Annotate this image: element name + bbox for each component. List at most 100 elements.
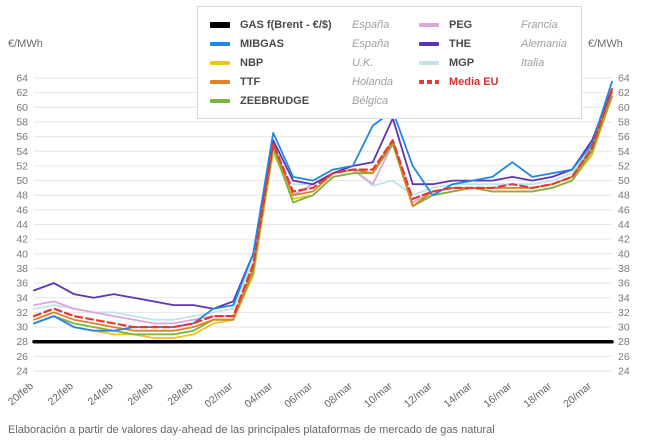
legend-label: ZEEBRUDGE (240, 94, 310, 107)
legend-label: MIBGAS (240, 37, 284, 50)
legend-swatch-media-eu (418, 79, 439, 84)
y-tick-label-right: 24 (618, 366, 630, 378)
y-tick-label-left: 42 (16, 234, 28, 246)
legend-item-the: THE Alemania (418, 34, 567, 53)
y-tick-label-right: 40 (618, 248, 630, 260)
legend-region: Italia (520, 56, 545, 69)
series-line-mgp (33, 91, 613, 321)
x-tick-label: 20/mar (561, 380, 594, 411)
y-tick-label-right: 32 (618, 307, 630, 319)
legend-label: PEG (448, 18, 473, 31)
legend-region: España (352, 18, 390, 31)
x-tick-label: 16/mar (482, 380, 515, 411)
legend-label: TTF (240, 75, 261, 88)
y-tick-label-right: 46 (618, 204, 630, 216)
x-tick-label: 28/feb (165, 380, 195, 408)
y-tick-label-right: 36 (618, 278, 630, 290)
x-tick-label: 18/mar (521, 380, 554, 411)
series-line-nbp (33, 95, 613, 339)
y-tick-label-right: 56 (618, 131, 630, 143)
legend-swatch-zeebrudge (210, 98, 230, 103)
y-tick-label-left: 34 (16, 292, 28, 304)
legend-swatch-mgp (418, 60, 439, 65)
legend-swatch-peg (418, 22, 439, 27)
x-tick-label: 22/feb (46, 380, 76, 408)
legend-region: Holanda (352, 75, 393, 88)
y-tick-label-left: 50 (16, 175, 28, 187)
y-tick-label-left: 64 (16, 73, 28, 85)
legend-swatch-gas-brent (210, 21, 230, 28)
y-tick-label-right: 30 (618, 322, 630, 334)
legend-item-mibgas: MIBGAS España (210, 34, 393, 53)
x-tick-label: 04/mar (242, 380, 275, 411)
legend-region: U.K. (352, 56, 374, 69)
y-tick-label-left: 58 (16, 116, 28, 128)
y-tick-label-left: 40 (16, 248, 28, 260)
series-line-ttf (33, 91, 613, 332)
y-tick-label-left: 44 (16, 219, 28, 231)
y-tick-label-left: 38 (16, 263, 28, 275)
legend-swatch-ttf (210, 79, 230, 84)
x-tick-label: 06/mar (282, 380, 315, 411)
y-axis-unit-right: €/MWh (588, 38, 623, 50)
legend-swatch-mibgas (210, 41, 230, 46)
series-line-the (33, 88, 613, 310)
y-tick-label-left: 36 (16, 278, 28, 290)
y-tick-label-right: 42 (618, 234, 630, 246)
legend-region: Alemania (520, 37, 567, 50)
y-tick-label-right: 34 (618, 292, 630, 304)
y-tick-label-right: 58 (618, 116, 630, 128)
legend-item-zeebrudge: ZEEBRUDGE Bélgica (210, 91, 393, 110)
y-axis-unit-left: €/MWh (8, 38, 43, 50)
series-line-media-eu (32, 87, 614, 329)
series-line-zeebrudge (33, 95, 613, 336)
legend-item-mgp: MGP Italia (418, 53, 567, 72)
y-tick-label-right: 28 (618, 336, 630, 348)
y-tick-label-left: 28 (16, 336, 28, 348)
y-tick-label-left: 30 (16, 322, 28, 334)
y-tick-label-left: 26 (16, 351, 28, 363)
legend-label: NBP (240, 56, 264, 69)
legend-item-gas-brent: GAS f(Brent - €/$) España (210, 15, 393, 34)
legend-region: Francia (520, 18, 558, 31)
y-tick-label-left: 24 (16, 366, 28, 378)
y-tick-label-left: 48 (16, 190, 28, 202)
y-tick-label-left: 60 (16, 102, 28, 114)
source-note: Elaboración a partir de valores day-ahea… (8, 424, 495, 436)
series-line-mibgas (33, 80, 613, 332)
y-tick-label-left: 54 (16, 146, 28, 158)
y-tick-label-left: 32 (16, 307, 28, 319)
y-tick-label-right: 54 (618, 146, 630, 158)
legend-item-nbp: NBP U.K. (210, 53, 393, 72)
legend-item-peg: PEG Francia (418, 15, 567, 34)
y-tick-label-left: 56 (16, 131, 28, 143)
y-tick-label-right: 62 (618, 87, 630, 99)
legend: GAS f(Brent - €/$) España MIBGAS España … (197, 6, 582, 119)
legend-item-media-eu: Media EU (418, 72, 567, 91)
legend-swatch-the (418, 41, 439, 46)
legend-label: Media EU (448, 75, 499, 88)
x-tick-label: 14/mar (442, 380, 475, 411)
legend-item-ttf: TTF Holanda (210, 72, 393, 91)
y-tick-label-right: 60 (618, 102, 630, 114)
x-tick-label: 24/feb (86, 380, 116, 408)
legend-label: GAS f(Brent - €/$) (240, 18, 332, 31)
y-tick-label-right: 52 (618, 160, 630, 172)
y-tick-label-right: 44 (618, 219, 630, 231)
y-tick-label-right: 50 (618, 175, 630, 187)
legend-label: THE (448, 37, 471, 50)
x-tick-label: 10/mar (362, 380, 395, 411)
x-tick-label: 08/mar (322, 380, 355, 411)
x-tick-label: 20/feb (6, 380, 36, 408)
legend-region: España (352, 37, 390, 50)
legend-region: Bélgica (352, 94, 389, 107)
x-tick-label: 12/mar (402, 380, 435, 411)
y-tick-label-right: 38 (618, 263, 630, 275)
legend-swatch-nbp (210, 60, 230, 65)
y-tick-label-right: 26 (618, 351, 630, 363)
legend-label: MGP (448, 56, 475, 69)
y-tick-label-left: 46 (16, 204, 28, 216)
x-tick-label: 02/mar (202, 380, 235, 411)
